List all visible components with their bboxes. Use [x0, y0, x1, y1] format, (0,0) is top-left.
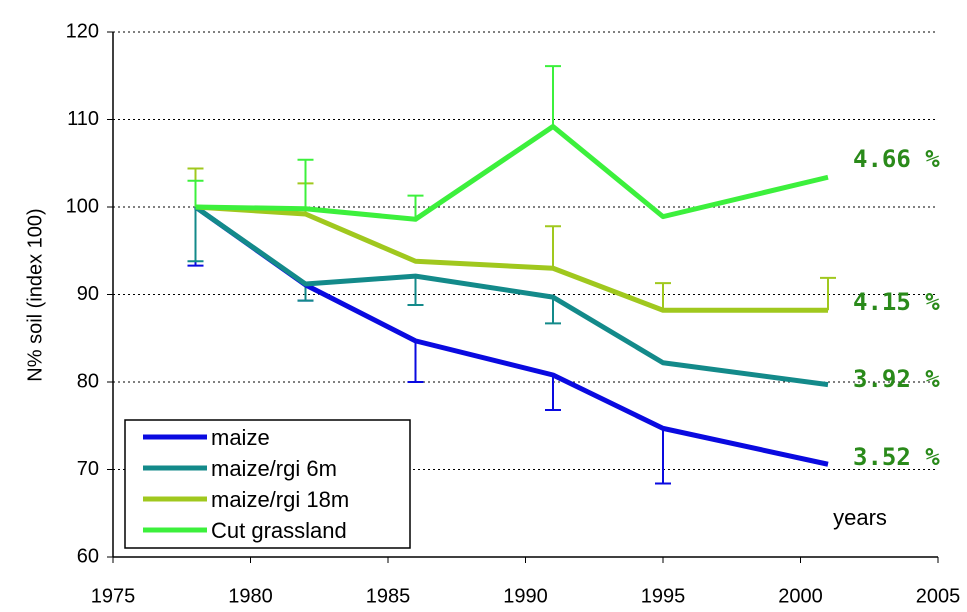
x-tick-label: 1975	[91, 585, 136, 607]
y-tick-label: 120	[66, 20, 99, 42]
error-bar	[407, 276, 424, 306]
error-bar	[407, 194, 424, 220]
series-line	[195, 124, 829, 222]
legend-label: maize	[211, 425, 270, 450]
y-tick-label: 110	[67, 108, 99, 130]
error-bar	[297, 158, 314, 209]
legend-label: Cut grassland	[211, 518, 347, 543]
x-tick-label: 1995	[641, 585, 686, 607]
end-label: 3.92 %	[853, 365, 940, 393]
error-bar	[545, 375, 561, 411]
legend-label: maize/rgi 6m	[211, 456, 337, 481]
x-tick-label: 1980	[228, 585, 273, 607]
end-label: 4.15 %	[853, 288, 940, 316]
x-tick-label: 2005	[916, 585, 961, 607]
y-tick-label: 80	[77, 370, 99, 392]
series-line	[194, 204, 829, 388]
end-label: 3.52 %	[853, 443, 940, 471]
error-bar	[545, 65, 561, 127]
x-tick-label: 2000	[778, 585, 823, 607]
error-bar	[187, 207, 204, 263]
error-bar	[187, 179, 204, 207]
y-tick-label: 90	[77, 283, 99, 305]
legend-label: maize/rgi 18m	[211, 487, 349, 512]
y-axis-label: N% soil (index 100)	[24, 208, 46, 381]
y-tick-label: 100	[66, 195, 99, 217]
end-label: 4.66 %	[853, 145, 940, 173]
error-bar	[545, 297, 561, 325]
error-bar	[655, 428, 671, 485]
error-bar	[407, 340, 424, 383]
x-tick-label: 1990	[503, 585, 548, 607]
legend-box	[124, 419, 411, 549]
x-tick-label: 1985	[366, 585, 411, 607]
error-bar	[820, 276, 836, 311]
series-line	[195, 204, 828, 313]
error-bar	[655, 282, 671, 311]
error-bar	[545, 225, 561, 269]
y-tick-label: 70	[77, 458, 99, 480]
y-tick-label: 60	[77, 545, 99, 567]
x-annotation: years	[833, 505, 887, 530]
